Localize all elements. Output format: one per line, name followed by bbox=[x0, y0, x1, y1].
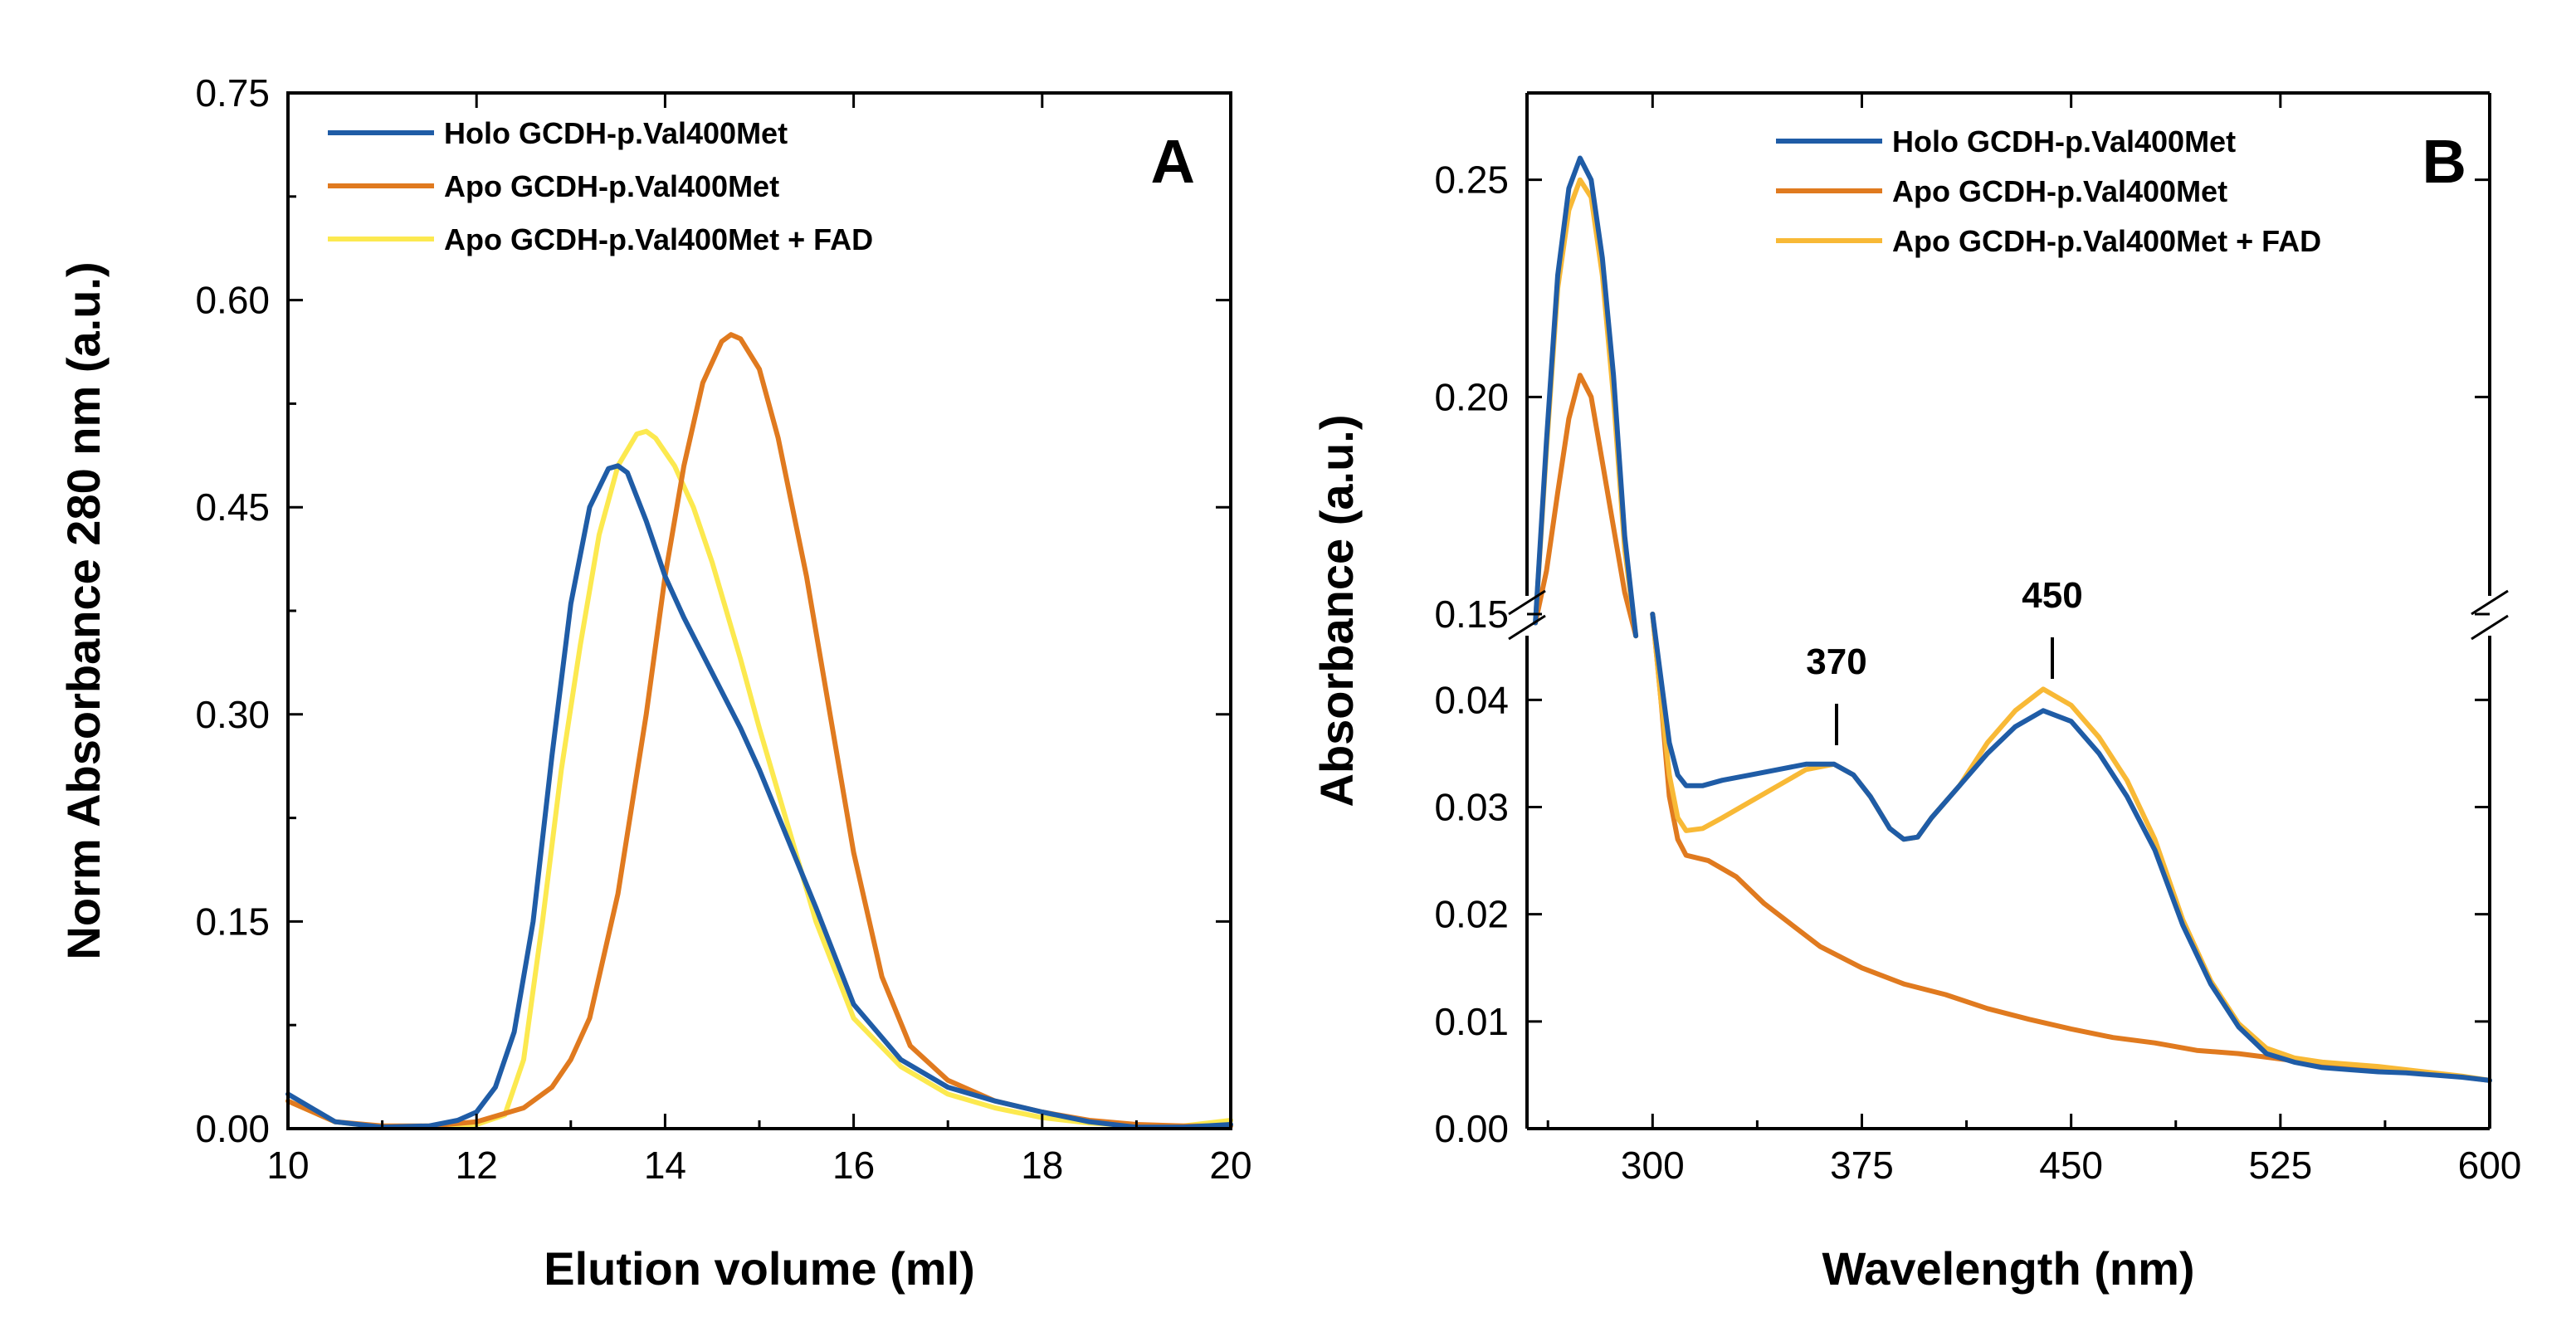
panel-b-legend-label-1: Holo GCDH-p.Val400Met bbox=[1892, 124, 2236, 159]
panel-b-ytick-lower-label-3: 0.02 bbox=[1434, 893, 1509, 936]
panel-b-series-1-upper-line bbox=[1533, 155, 1639, 639]
panel-b-xtick-label-2: 375 bbox=[1830, 1144, 1894, 1187]
panel-b-legend: Holo GCDH-p.Val400Met Apo GCDH-p.Val400Me… bbox=[1776, 124, 2321, 258]
panel-b-ytick-upper-label-3: 0.25 bbox=[1434, 159, 1509, 202]
panel-b-series-1-lower-line bbox=[1650, 612, 2492, 1083]
panel-a-ytick-label-3: 0.30 bbox=[195, 693, 270, 736]
panel-a-legend-label-3: Apo GCDH-p.Val400Met + FAD bbox=[444, 222, 873, 256]
panel-b-series-3-lower-line bbox=[1650, 612, 2492, 1083]
panel-b-series-group bbox=[1533, 155, 2492, 1083]
panel-a-xtick-label-5: 18 bbox=[1021, 1144, 1063, 1187]
panel-a-xtick-label-2: 12 bbox=[456, 1144, 498, 1187]
panel-b: 300 375 450 525 600 0.15 0.20 0.25 0.00 0.01 0.02 0… bbox=[1310, 91, 2521, 1295]
panel-b-letter: B bbox=[2422, 127, 2466, 196]
panel-b-xtick-label-1: 300 bbox=[1621, 1144, 1685, 1187]
panel-a-xtick-label-6: 20 bbox=[1209, 1144, 1251, 1187]
panel-a-ytick-label-5: 0.60 bbox=[195, 279, 270, 322]
panel-a-xtick-label-4: 16 bbox=[832, 1144, 875, 1187]
axis-break-left bbox=[1508, 589, 1546, 641]
panel-b-ytick-lower-label-1: 0.00 bbox=[1434, 1107, 1509, 1150]
annotation-370-label: 370 bbox=[1806, 641, 1866, 682]
panel-b-plot-frame bbox=[1525, 91, 2491, 1130]
axis-break-right bbox=[2471, 589, 2509, 641]
panel-a-series-group bbox=[285, 332, 1233, 1130]
panel-b-ytick-lower-label-4: 0.03 bbox=[1434, 786, 1509, 829]
panel-a-ticks: 10 12 14 16 18 20 0.00 0.15 0.30 0.45 0.60 0.75 bbox=[195, 71, 1251, 1187]
panel-a-ytick-label-6: 0.75 bbox=[195, 71, 270, 115]
panel-a-xlabel: Elution volume (ml) bbox=[544, 1242, 975, 1295]
panel-a-legend-label-2: Apo GCDH-p.Val400Met bbox=[444, 169, 779, 203]
panel-b-xtick-label-4: 525 bbox=[2248, 1144, 2312, 1187]
panel-b-ylabel: Absorbance (a.u.) bbox=[1310, 415, 1363, 807]
panel-b-legend-label-3: Apo GCDH-p.Val400Met + FAD bbox=[1892, 224, 2321, 258]
panel-a-ytick-label-2: 0.15 bbox=[195, 900, 270, 943]
panel-b-xtick-label-3: 450 bbox=[2039, 1144, 2103, 1187]
panel-a-legend: Holo GCDH-p.Val400Met Apo GCDH-p.Val400Me… bbox=[328, 116, 873, 256]
annotation-450: 450 bbox=[2022, 575, 2083, 679]
panel-a: 10 12 14 16 18 20 0.00 0.15 0.30 0.45 0.60 0.75 Elu… bbox=[57, 71, 1252, 1295]
panel-b-ticks: 300 375 450 525 600 0.15 0.20 0.25 0.00 0.01 0.02 0… bbox=[1434, 93, 2521, 1187]
panel-a-legend-label-1: Holo GCDH-p.Val400Met bbox=[444, 116, 788, 150]
panel-b-ytick-upper-label-2: 0.20 bbox=[1434, 375, 1509, 418]
panel-a-ylabel: Norm Absorbance 280 nm (a.u.) bbox=[57, 261, 110, 959]
panel-b-ytick-upper-label-1: 0.15 bbox=[1434, 593, 1509, 636]
panel-b-legend-label-2: Apo GCDH-p.Val400Met bbox=[1892, 174, 2227, 208]
panel-a-xtick-label-1: 10 bbox=[266, 1144, 309, 1187]
panel-b-xlabel: Wavelength (nm) bbox=[1822, 1242, 2194, 1295]
panel-b-ytick-lower-label-2: 0.01 bbox=[1434, 1000, 1509, 1043]
panel-a-letter: A bbox=[1151, 127, 1195, 196]
panel-a-series-3-line bbox=[285, 428, 1233, 1130]
annotation-370: 370 bbox=[1806, 641, 1867, 745]
panel-a-xtick-label-3: 14 bbox=[644, 1144, 686, 1187]
panel-a-series-1-line bbox=[285, 463, 1233, 1130]
panel-b-series-2-lower-line bbox=[1650, 612, 2492, 1083]
annotation-450-label: 450 bbox=[2022, 575, 2082, 616]
panel-b-series-2-upper-line bbox=[1533, 373, 1639, 639]
panel-a-ytick-label-4: 0.45 bbox=[195, 485, 270, 529]
panel-b-xtick-label-5: 600 bbox=[2458, 1144, 2522, 1187]
panel-a-ytick-label-1: 0.00 bbox=[195, 1107, 270, 1150]
panel-b-ytick-lower-label-5: 0.04 bbox=[1434, 678, 1509, 721]
